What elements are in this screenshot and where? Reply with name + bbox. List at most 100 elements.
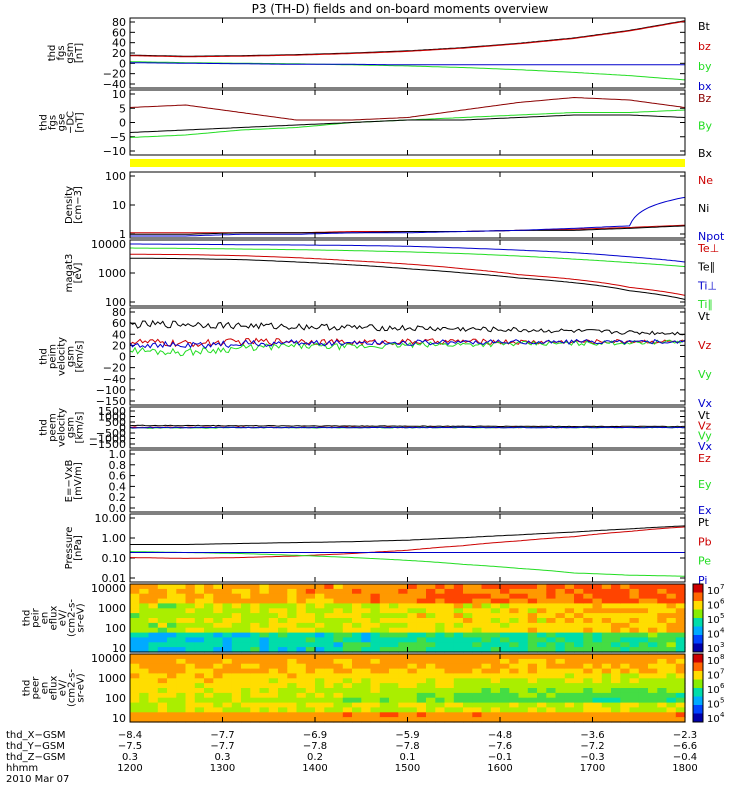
heatmap-cell bbox=[241, 654, 251, 660]
heatmap-cell bbox=[648, 654, 658, 660]
heatmap-cell bbox=[657, 608, 668, 614]
heatmap-cell bbox=[657, 622, 668, 629]
heatmap-cell bbox=[666, 642, 677, 648]
heatmap-cell bbox=[583, 618, 594, 624]
y-axis-label: gse bbox=[57, 114, 68, 132]
heatmap-cell bbox=[259, 658, 270, 665]
heatmap-cell bbox=[389, 642, 399, 648]
heatmap-cell bbox=[426, 673, 436, 679]
heatmap-cell bbox=[139, 584, 150, 590]
heatmap-cell bbox=[490, 622, 501, 629]
heatmap-cell bbox=[241, 678, 251, 684]
heatmap-cell bbox=[268, 598, 279, 605]
heatmap-cell bbox=[407, 647, 418, 653]
heatmap-cell bbox=[518, 603, 529, 609]
heatmap-cell bbox=[389, 622, 399, 629]
heatmap-cell bbox=[268, 658, 279, 665]
heatmap-cell bbox=[666, 613, 677, 619]
heatmap-cell bbox=[389, 678, 399, 684]
heatmap-cell bbox=[527, 593, 538, 600]
heatmap-cell bbox=[657, 627, 668, 634]
heatmap-cell bbox=[592, 717, 603, 723]
legend-entry: Vy bbox=[698, 430, 712, 443]
heatmap-cell bbox=[398, 608, 409, 614]
y-axis-label: [cm−3] bbox=[73, 186, 84, 224]
heatmap-cell bbox=[296, 712, 307, 718]
heatmap-cell bbox=[361, 627, 372, 634]
heatmap-cell bbox=[139, 707, 150, 713]
heatmap-cell bbox=[370, 608, 381, 614]
heatmap-cell bbox=[611, 712, 621, 718]
heatmap-cell bbox=[620, 632, 631, 639]
heatmap-cell bbox=[315, 637, 325, 643]
y-tick-label: −10 bbox=[103, 145, 126, 158]
heatmap-cell bbox=[407, 613, 418, 619]
heatmap-cell bbox=[305, 717, 316, 723]
heatmap-cell bbox=[407, 622, 418, 629]
heatmap-cell bbox=[638, 663, 649, 670]
heatmap-cell bbox=[361, 658, 372, 665]
heatmap-cell bbox=[490, 647, 501, 653]
heatmap-cell bbox=[342, 603, 353, 609]
heatmap-cell bbox=[435, 688, 446, 694]
heatmap-cell bbox=[657, 673, 668, 679]
heatmap-cell bbox=[648, 593, 658, 600]
y-axis-label: (cm2-s- bbox=[67, 669, 78, 707]
heatmap-cell bbox=[333, 622, 344, 629]
heatmap-cell bbox=[435, 668, 446, 675]
heatmap-cell bbox=[490, 692, 501, 699]
x-row-value: −0.3 bbox=[580, 752, 604, 763]
heatmap-cell bbox=[435, 678, 446, 684]
heatmap-cell bbox=[675, 622, 686, 629]
heatmap-cell bbox=[657, 717, 668, 723]
heatmap-cell bbox=[361, 712, 372, 718]
heatmap-cell bbox=[463, 712, 473, 718]
y-axis-label: thd bbox=[22, 610, 33, 627]
heatmap-cell bbox=[537, 613, 547, 619]
heatmap-cell bbox=[250, 593, 261, 600]
heatmap-cell bbox=[500, 642, 510, 648]
x-row-value: 1300 bbox=[210, 763, 235, 774]
heatmap-cell bbox=[315, 603, 325, 609]
heatmap-cell bbox=[453, 603, 464, 609]
heatmap-cell bbox=[167, 717, 177, 723]
heatmap-cell bbox=[157, 717, 168, 723]
heatmap-cell bbox=[444, 588, 455, 595]
heatmap-cell bbox=[361, 654, 372, 660]
heatmap-cell bbox=[361, 632, 372, 639]
heatmap-cell bbox=[453, 707, 464, 713]
heatmap-cell bbox=[296, 608, 307, 614]
heatmap-cell bbox=[333, 608, 344, 614]
heatmap-cell bbox=[296, 603, 307, 609]
heatmap-cell bbox=[657, 668, 668, 675]
heatmap-cell bbox=[583, 588, 594, 595]
heatmap-cell bbox=[638, 647, 649, 653]
heatmap-cell bbox=[444, 683, 455, 689]
heatmap-cell bbox=[139, 627, 150, 634]
heatmap-cell bbox=[342, 717, 353, 723]
heatmap-cell bbox=[167, 593, 177, 600]
heatmap-cell bbox=[370, 637, 381, 643]
heatmap-cell bbox=[583, 627, 594, 634]
heatmap-cell bbox=[361, 637, 372, 643]
heatmap-cell bbox=[629, 618, 640, 624]
heatmap-cell bbox=[518, 702, 529, 709]
heatmap-cell bbox=[527, 642, 538, 648]
heatmap-cell bbox=[222, 668, 233, 675]
heatmap-cell bbox=[148, 637, 159, 643]
heatmap-cell bbox=[231, 663, 242, 670]
heatmap-cell bbox=[657, 647, 668, 653]
heatmap-cell bbox=[287, 642, 298, 648]
heatmap-cell bbox=[361, 702, 372, 709]
heatmap-cell bbox=[130, 593, 140, 600]
heatmap-cell bbox=[509, 697, 520, 704]
heatmap-cell bbox=[444, 632, 455, 639]
heatmap-cell bbox=[231, 627, 242, 634]
heatmap-cell bbox=[629, 697, 640, 704]
heatmap-cell bbox=[509, 717, 520, 723]
x-row-value: −7.7 bbox=[210, 741, 234, 752]
heatmap-cell bbox=[546, 707, 557, 713]
heatmap-cell bbox=[481, 663, 492, 670]
heatmap-cell bbox=[268, 603, 279, 609]
heatmap-cell bbox=[352, 712, 362, 718]
